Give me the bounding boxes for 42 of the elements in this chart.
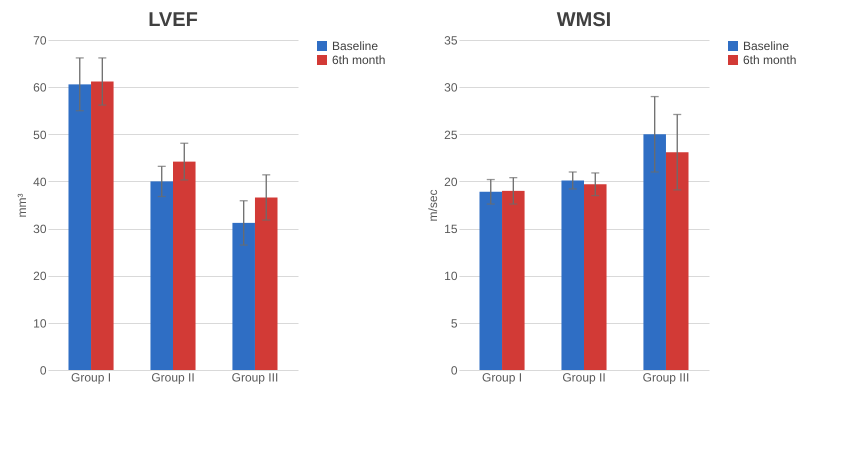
y-tick-label: 40 [33,174,47,189]
y-tick-label: 15 [444,222,458,236]
y-tick-label: 10 [33,316,47,330]
x-tick-label: Group III [642,370,690,384]
bar [561,180,584,370]
chart-title: WMSI [556,9,612,31]
bar [502,190,525,370]
legend-label: Baseline [743,39,790,53]
y-tick-label: 10 [444,269,458,284]
bar [91,81,114,370]
y-tick-label: 0 [40,364,47,378]
bar [479,192,502,370]
bar [150,181,173,370]
y-tick-label: 0 [450,364,458,378]
bar [666,152,689,370]
y-tick-label: 25 [444,128,458,142]
legend-label: Baseline [332,39,378,53]
y-tick-label: 20 [33,269,47,284]
y-tick-label: 5 [450,316,458,330]
y-tick-label: 20 [444,174,458,189]
y-tick-label: 60 [33,80,47,95]
x-tick-label: Group I [482,370,522,384]
bar [68,84,92,370]
x-tick-label: Group II [151,370,195,384]
bar [584,184,607,370]
y-axis-title: mm³ [15,194,30,218]
x-tick-label: Group III [232,370,278,384]
y-tick-label: 70 [33,34,47,48]
x-tick-label: Group I [71,370,112,384]
y-tick-label: 30 [33,222,47,236]
bar [232,222,255,370]
legend-label: 6th month [743,53,796,67]
y-tick-label: 35 [444,34,458,48]
y-tick-label: 50 [33,128,47,142]
bar [254,197,278,370]
chart-title: LVEF [148,9,198,31]
bar [643,134,666,370]
bar [173,162,196,370]
y-tick-label: 30 [444,80,458,95]
legend-label: 6th month [332,53,386,67]
y-axis-title: m/sec [426,189,440,222]
x-tick-label: Group II [562,370,606,384]
